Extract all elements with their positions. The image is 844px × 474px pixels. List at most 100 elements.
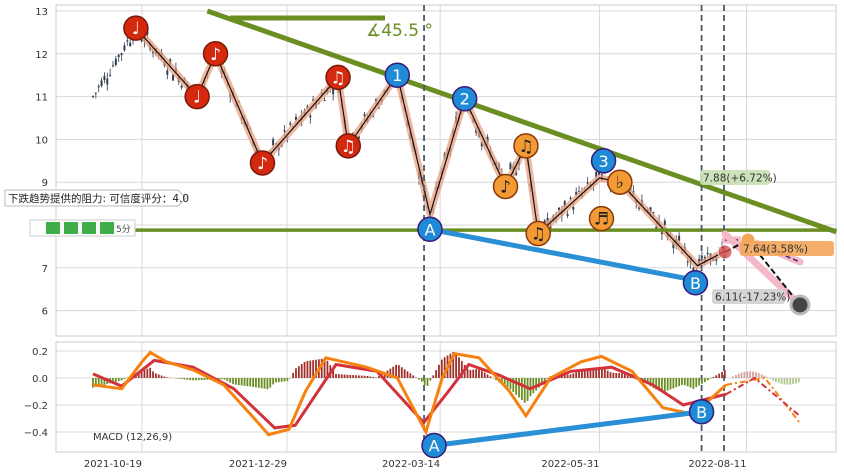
candle-body — [377, 107, 380, 109]
macd-histogram-bar — [160, 375, 163, 378]
macd-histogram-bar-projected — [749, 371, 752, 378]
marker-red — [202, 41, 229, 67]
macd-y-tick-label: 0.2 — [32, 347, 48, 358]
macd-histogram-bar — [466, 368, 469, 378]
macd-histogram-bar — [403, 369, 406, 378]
candle-body — [663, 220, 666, 225]
marker-label: 2 — [460, 90, 470, 109]
rating-suffix: 5分 — [116, 224, 131, 235]
macd-histogram-bar — [603, 369, 606, 378]
macd-histogram-bar — [352, 375, 355, 378]
macd-histogram-bar — [289, 378, 292, 379]
macd-histogram-bar — [232, 378, 234, 385]
macd-y-tick-label: 0.0 — [32, 374, 48, 385]
candle-body — [129, 42, 132, 47]
macd-histogram-bar-projected — [795, 378, 797, 384]
candle-body — [706, 252, 709, 254]
macd-histogram-bar — [486, 374, 489, 378]
macd-histogram-bar — [320, 358, 323, 378]
macd-histogram-bar — [100, 378, 103, 386]
macd-histogram-bar — [326, 360, 329, 378]
resistance-trendline — [206, 8, 838, 235]
candle-body — [126, 40, 129, 42]
macd-histogram-bar — [375, 377, 377, 378]
macd-histogram-bar — [661, 378, 663, 393]
macd-histogram-bar — [586, 369, 589, 378]
macd-histogram-bar — [432, 375, 435, 378]
candle-body — [106, 78, 109, 85]
macd-histogram-bar — [612, 372, 615, 378]
macd-marker — [421, 432, 447, 459]
macd-histogram-bar — [197, 378, 200, 381]
macd-histogram-bar — [543, 378, 546, 382]
resistance-note-box — [4, 189, 187, 207]
macd-histogram-bar — [166, 377, 169, 378]
candle-body — [515, 171, 518, 176]
macd-histogram-bar — [621, 373, 623, 378]
candle-body — [100, 80, 103, 86]
marker-blue — [451, 85, 478, 112]
marker-label: A — [424, 220, 435, 239]
candle-body — [114, 58, 117, 66]
macd-histogram-bar — [415, 377, 417, 378]
macd-histogram-bar — [721, 371, 723, 378]
macd-histogram-bar-projected — [772, 378, 774, 381]
macd-histogram-bar — [255, 378, 257, 388]
macd-histogram-bar — [686, 378, 689, 387]
macd-histogram-bar — [223, 378, 226, 380]
macd-histogram-bar — [343, 374, 346, 378]
macd-histogram-bar — [395, 364, 397, 378]
macd-histogram-bar — [689, 378, 692, 388]
candle-body — [672, 242, 675, 249]
macd-histogram-bar — [426, 378, 429, 386]
macd-histogram-bar — [146, 368, 149, 378]
macd-histogram-bar — [578, 371, 580, 378]
macd-histogram-bar — [306, 360, 309, 378]
y-tick-label: 12 — [35, 50, 48, 61]
macd-histogram-bar-projected — [797, 378, 800, 383]
macd-dif-line — [92, 350, 728, 437]
macd-histogram-bar — [460, 361, 463, 378]
macd-histogram-bar — [272, 378, 275, 385]
marker-blue — [682, 270, 709, 296]
macd-histogram-bar — [655, 378, 658, 390]
x-tick-label: 2021-10-19 — [84, 459, 142, 470]
macd-histogram-bar — [92, 378, 94, 388]
macd-histogram-bar-projected — [757, 373, 760, 378]
marker-blue — [384, 62, 411, 88]
y-tick-label: 7 — [42, 264, 48, 275]
macd-histogram-bar — [652, 378, 655, 389]
macd-histogram-bar — [452, 351, 455, 378]
macd-histogram-bar — [701, 378, 703, 384]
macd-histogram-bar-projected — [743, 371, 746, 378]
candle-body — [480, 142, 483, 147]
candle-body — [692, 267, 695, 272]
macd-histogram-bar — [658, 378, 660, 391]
macd-histogram-bar — [698, 378, 701, 386]
macd-histogram-bar — [335, 374, 337, 378]
candle-body — [283, 130, 286, 132]
macd-histogram-bar — [483, 372, 486, 378]
projection-line-low — [724, 238, 801, 306]
candle-body — [595, 171, 598, 178]
support-trendline — [429, 226, 698, 284]
macd-histogram-bar-projected — [766, 377, 769, 378]
candle-body — [309, 115, 312, 118]
macd-histogram-bar — [572, 373, 575, 378]
macd-histogram-bar — [332, 369, 335, 378]
candle-body — [586, 182, 589, 184]
candle-body — [117, 54, 120, 57]
macd-y-tick-label: −0.4 — [24, 428, 48, 439]
marker-label: ♫ — [330, 68, 345, 88]
macd-histogram-bar — [283, 378, 286, 382]
macd-histogram-bar — [266, 378, 269, 390]
macd-histogram-bar — [206, 378, 209, 380]
candle-body — [372, 115, 375, 117]
candle-body — [357, 136, 360, 139]
marker-label: 1 — [392, 66, 402, 85]
macd-histogram-bar — [103, 378, 106, 385]
rating-icon — [46, 222, 60, 234]
macd-histogram-bar — [295, 368, 297, 378]
candle-body — [97, 86, 100, 88]
macd-histogram-bar — [392, 366, 395, 378]
